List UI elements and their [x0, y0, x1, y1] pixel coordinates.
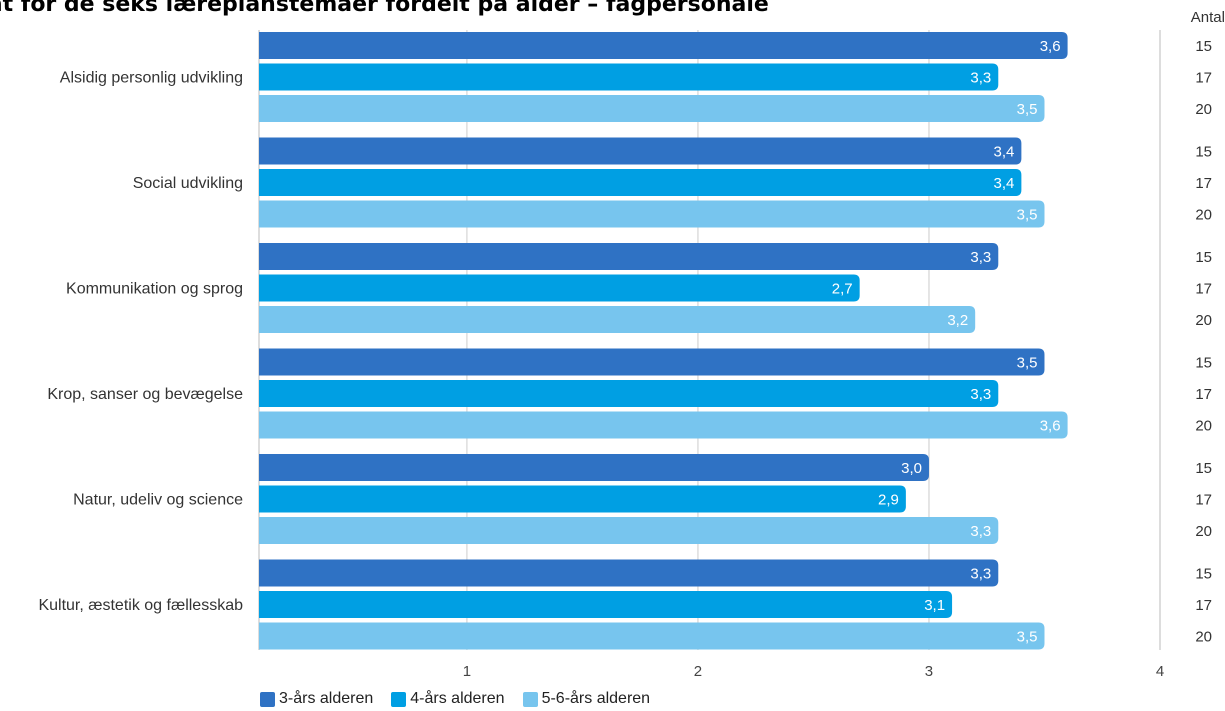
count-label: 20 — [1195, 523, 1212, 540]
category-label: Kultur, æstetik og fællesskab — [38, 597, 243, 614]
count-label: 20 — [1195, 629, 1212, 646]
bar-value-label: 3,5 — [1017, 207, 1038, 224]
bar — [259, 591, 953, 618]
bar-value-label: 3,3 — [970, 386, 991, 403]
bar — [259, 95, 1045, 122]
count-header: Antal — [1191, 9, 1225, 26]
category-label: Krop, sanser og bevægelse — [47, 386, 243, 403]
bar — [259, 306, 976, 333]
bars — [259, 32, 1068, 650]
count-label: 17 — [1195, 281, 1212, 298]
count-label: 15 — [1195, 566, 1212, 583]
count-label: 15 — [1195, 249, 1212, 266]
bar-value-label: 3,1 — [924, 597, 945, 614]
count-label: 15 — [1195, 355, 1212, 372]
legend-item: 5-6-års alderen — [522, 690, 651, 708]
chart-title: ultat for de seks læreplanstemaer fordel… — [0, 0, 769, 17]
bar-value-label: 3,6 — [1040, 418, 1061, 435]
bar-value-label: 3,0 — [901, 460, 922, 477]
count-label: 17 — [1195, 492, 1212, 509]
count-label: 20 — [1195, 101, 1212, 118]
labels: 1 2 3 4 Antal Alsidig personlig udvikling 3,6 1… — [38, 9, 1225, 680]
bar — [259, 380, 999, 407]
bar — [259, 517, 999, 544]
bar — [259, 622, 1045, 650]
bar — [259, 454, 929, 481]
legend-swatch — [522, 691, 538, 707]
bar-value-label: 3,4 — [994, 144, 1015, 161]
bar-value-label: 3,5 — [1017, 101, 1038, 118]
grid-lines — [258, 30, 1161, 650]
bar-value-label: 3,3 — [970, 523, 991, 540]
bar — [259, 200, 1045, 228]
bar — [259, 137, 1022, 165]
bar-value-label: 2,9 — [878, 492, 899, 509]
bar — [259, 485, 906, 513]
legend-label: 3-års alderen — [279, 690, 374, 707]
bar — [259, 32, 1068, 59]
bar-value-label: 3,6 — [1040, 38, 1061, 55]
bar-value-label: 3,5 — [1017, 355, 1038, 372]
count-label: 15 — [1195, 38, 1212, 55]
bar-value-label: 3,3 — [970, 566, 991, 583]
legend-item: 4-års alderen — [391, 690, 505, 708]
legend-label: 5-6-års alderen — [541, 690, 651, 707]
count-label: 15 — [1195, 144, 1212, 161]
bar — [259, 274, 860, 302]
legend-swatch — [260, 691, 275, 707]
bar-value-label: 3,4 — [994, 175, 1015, 192]
legend-item: 3-års alderen — [260, 690, 373, 708]
bar-value-label: 3,5 — [1017, 629, 1038, 646]
count-label: 17 — [1195, 70, 1212, 87]
bar — [259, 411, 1068, 439]
x-tick-label: 2 — [694, 663, 702, 680]
count-label: 17 — [1195, 175, 1212, 192]
bar — [259, 63, 999, 91]
count-label: 15 — [1195, 460, 1212, 477]
legend: 3-års alderen 4-års alderen 5-6-års aldere… — [260, 690, 650, 708]
category-label: Social udvikling — [133, 175, 243, 192]
bar — [259, 559, 999, 587]
bar — [259, 348, 1045, 376]
category-label: Kommunikation og sprog — [66, 281, 243, 298]
count-label: 20 — [1195, 207, 1212, 224]
bar-value-label: 2,7 — [832, 281, 853, 298]
count-label: 17 — [1195, 386, 1212, 403]
bar — [259, 243, 999, 270]
category-label: Natur, udeliv og science — [73, 492, 243, 509]
count-label: 20 — [1195, 312, 1212, 329]
bar-value-label: 3,2 — [947, 312, 968, 329]
x-tick-label: 1 — [463, 663, 471, 680]
bar-value-label: 3,3 — [970, 249, 991, 266]
x-tick-label: 3 — [925, 663, 933, 680]
count-label: 17 — [1195, 597, 1212, 614]
x-tick-label: 4 — [1156, 663, 1164, 680]
bar-value-label: 3,3 — [970, 70, 991, 87]
count-label: 20 — [1195, 418, 1212, 435]
legend-label: 4-års alderen — [410, 690, 505, 707]
category-label: Alsidig personlig udvikling — [60, 70, 243, 87]
bar — [259, 169, 1022, 196]
legend-swatch — [391, 691, 407, 707]
